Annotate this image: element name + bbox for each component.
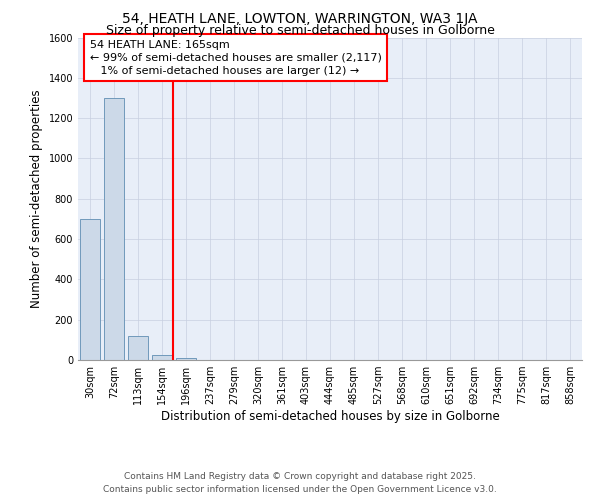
Bar xyxy=(152,355,172,360)
Text: 54 HEATH LANE: 165sqm
← 99% of semi-detached houses are smaller (2,117)
   1% of: 54 HEATH LANE: 165sqm ← 99% of semi-deta… xyxy=(90,40,382,76)
Text: Size of property relative to semi-detached houses in Golborne: Size of property relative to semi-detach… xyxy=(106,24,494,37)
Bar xyxy=(128,336,148,360)
Bar xyxy=(176,358,196,360)
Text: 54, HEATH LANE, LOWTON, WARRINGTON, WA3 1JA: 54, HEATH LANE, LOWTON, WARRINGTON, WA3 … xyxy=(122,12,478,26)
Bar xyxy=(80,219,100,360)
Bar xyxy=(104,98,124,360)
Y-axis label: Number of semi-detached properties: Number of semi-detached properties xyxy=(30,90,43,308)
Text: Contains HM Land Registry data © Crown copyright and database right 2025.
Contai: Contains HM Land Registry data © Crown c… xyxy=(103,472,497,494)
X-axis label: Distribution of semi-detached houses by size in Golborne: Distribution of semi-detached houses by … xyxy=(161,410,499,423)
